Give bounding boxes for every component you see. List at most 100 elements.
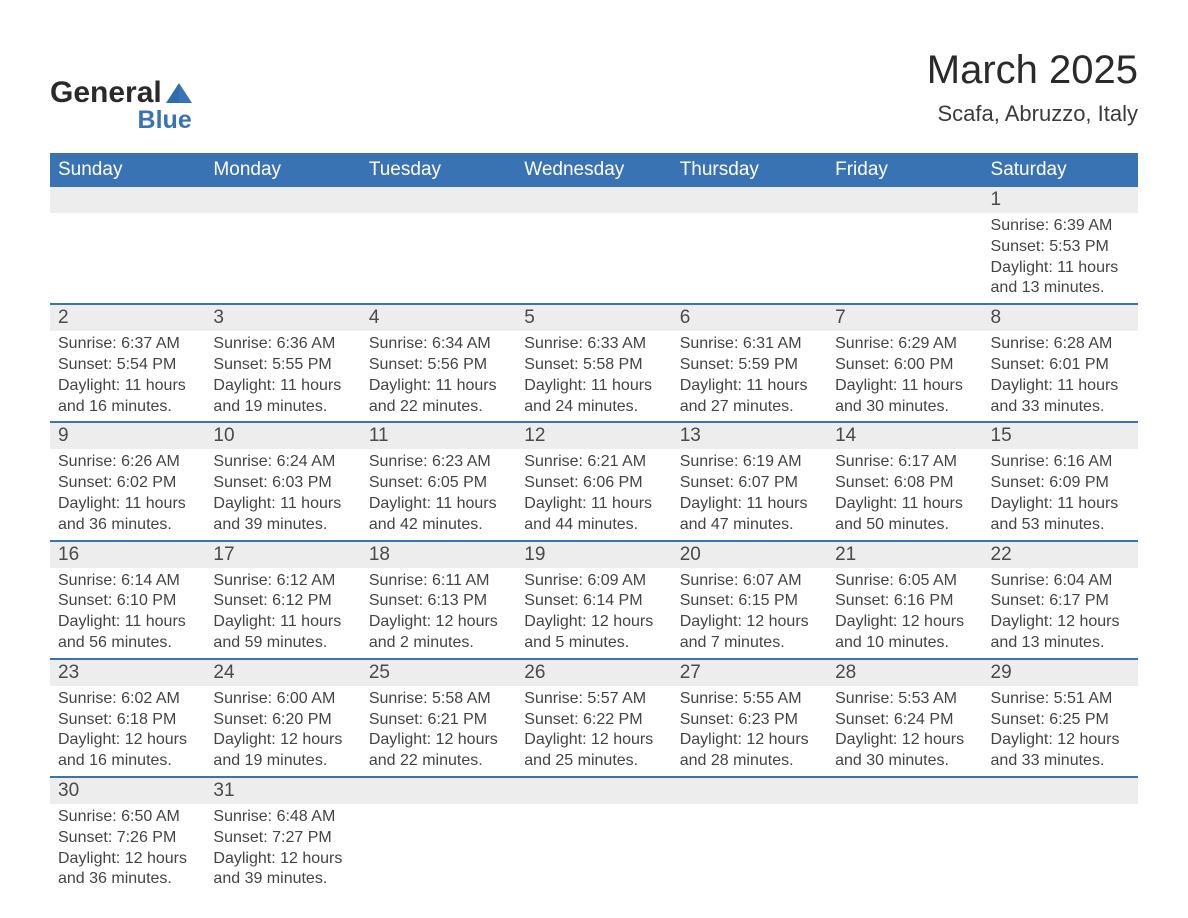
daylight-line: Daylight: 11 hours and 42 minutes. (369, 494, 512, 536)
day-cell: 6Sunrise: 6:31 AMSunset: 5:59 PMDaylight… (672, 305, 827, 421)
day-cell: 24Sunrise: 6:00 AMSunset: 6:20 PMDayligh… (205, 660, 360, 776)
day-cell: . (672, 778, 827, 894)
sunset-line: Sunset: 5:53 PM (991, 237, 1134, 258)
day-cell: . (361, 187, 516, 303)
daylight-line: Daylight: 12 hours and 22 minutes. (369, 730, 512, 772)
day-number: 28 (827, 660, 982, 686)
sunset-line: Sunset: 6:18 PM (58, 710, 201, 731)
logo: General Blue (50, 48, 192, 135)
sunrise-line: Sunrise: 5:57 AM (524, 689, 667, 710)
day-details: Sunrise: 6:07 AMSunset: 6:15 PMDaylight:… (672, 568, 827, 654)
sunrise-line: Sunrise: 6:33 AM (524, 334, 667, 355)
day-header: Thursday (672, 153, 827, 187)
sunset-line: Sunset: 6:07 PM (680, 473, 823, 494)
day-cell: 23Sunrise: 6:02 AMSunset: 6:18 PMDayligh… (50, 660, 205, 776)
day-number: 11 (361, 423, 516, 449)
day-cell: 15Sunrise: 6:16 AMSunset: 6:09 PMDayligh… (983, 423, 1138, 539)
day-cell: 27Sunrise: 5:55 AMSunset: 6:23 PMDayligh… (672, 660, 827, 776)
sunset-line: Sunset: 6:08 PM (835, 473, 978, 494)
week-row: ......1Sunrise: 6:39 AMSunset: 5:53 PMDa… (50, 187, 1138, 303)
day-number: 17 (205, 542, 360, 568)
sunset-line: Sunset: 6:16 PM (835, 591, 978, 612)
day-cell: 1Sunrise: 6:39 AMSunset: 5:53 PMDaylight… (983, 187, 1138, 303)
week-row: 23Sunrise: 6:02 AMSunset: 6:18 PMDayligh… (50, 658, 1138, 776)
day-number: 6 (672, 305, 827, 331)
sunrise-line: Sunrise: 6:19 AM (680, 452, 823, 473)
sunset-line: Sunset: 6:25 PM (991, 710, 1134, 731)
sunrise-line: Sunrise: 6:37 AM (58, 334, 201, 355)
sunset-line: Sunset: 5:58 PM (524, 355, 667, 376)
day-number: . (672, 778, 827, 804)
daylight-line: Daylight: 11 hours and 24 minutes. (524, 376, 667, 418)
day-number: 2 (50, 305, 205, 331)
sunset-line: Sunset: 6:15 PM (680, 591, 823, 612)
day-details: Sunrise: 6:23 AMSunset: 6:05 PMDaylight:… (361, 449, 516, 535)
daylight-line: Daylight: 11 hours and 30 minutes. (835, 376, 978, 418)
day-cell: 10Sunrise: 6:24 AMSunset: 6:03 PMDayligh… (205, 423, 360, 539)
day-details: Sunrise: 5:53 AMSunset: 6:24 PMDaylight:… (827, 686, 982, 772)
sunset-line: Sunset: 6:22 PM (524, 710, 667, 731)
sunrise-line: Sunrise: 6:31 AM (680, 334, 823, 355)
sunrise-line: Sunrise: 6:12 AM (213, 571, 356, 592)
day-cell: 4Sunrise: 6:34 AMSunset: 5:56 PMDaylight… (361, 305, 516, 421)
daylight-line: Daylight: 11 hours and 36 minutes. (58, 494, 201, 536)
sunset-line: Sunset: 6:05 PM (369, 473, 512, 494)
day-cell: 8Sunrise: 6:28 AMSunset: 6:01 PMDaylight… (983, 305, 1138, 421)
week-row: 9Sunrise: 6:26 AMSunset: 6:02 PMDaylight… (50, 421, 1138, 539)
day-details: Sunrise: 6:14 AMSunset: 6:10 PMDaylight:… (50, 568, 205, 654)
day-number: 12 (516, 423, 671, 449)
day-number: 24 (205, 660, 360, 686)
sunset-line: Sunset: 6:17 PM (991, 591, 1134, 612)
day-header: Friday (827, 153, 982, 187)
day-cell: 28Sunrise: 5:53 AMSunset: 6:24 PMDayligh… (827, 660, 982, 776)
day-cell: . (827, 778, 982, 894)
day-header: Monday (205, 153, 360, 187)
day-cell: 31Sunrise: 6:48 AMSunset: 7:27 PMDayligh… (205, 778, 360, 894)
day-number: . (516, 778, 671, 804)
day-header: Saturday (983, 153, 1138, 187)
sunset-line: Sunset: 6:14 PM (524, 591, 667, 612)
day-details: Sunrise: 6:05 AMSunset: 6:16 PMDaylight:… (827, 568, 982, 654)
sunset-line: Sunset: 6:09 PM (991, 473, 1134, 494)
day-number: . (516, 187, 671, 213)
sunrise-line: Sunrise: 6:26 AM (58, 452, 201, 473)
day-cell: 9Sunrise: 6:26 AMSunset: 6:02 PMDaylight… (50, 423, 205, 539)
day-number: . (205, 187, 360, 213)
sunrise-line: Sunrise: 5:51 AM (991, 689, 1134, 710)
day-details: Sunrise: 6:50 AMSunset: 7:26 PMDaylight:… (50, 804, 205, 890)
sunset-line: Sunset: 5:56 PM (369, 355, 512, 376)
sunrise-line: Sunrise: 6:21 AM (524, 452, 667, 473)
daylight-line: Daylight: 12 hours and 13 minutes. (991, 612, 1134, 654)
day-number: 26 (516, 660, 671, 686)
sunrise-line: Sunrise: 6:11 AM (369, 571, 512, 592)
day-cell: . (827, 187, 982, 303)
day-number: . (827, 778, 982, 804)
day-details: Sunrise: 6:37 AMSunset: 5:54 PMDaylight:… (50, 331, 205, 417)
day-number: . (361, 187, 516, 213)
day-number: 9 (50, 423, 205, 449)
day-details: Sunrise: 6:26 AMSunset: 6:02 PMDaylight:… (50, 449, 205, 535)
sunrise-line: Sunrise: 6:50 AM (58, 807, 201, 828)
day-header: Sunday (50, 153, 205, 187)
day-number: 21 (827, 542, 982, 568)
day-number: 20 (672, 542, 827, 568)
daylight-line: Daylight: 12 hours and 39 minutes. (213, 849, 356, 891)
day-details: Sunrise: 6:11 AMSunset: 6:13 PMDaylight:… (361, 568, 516, 654)
daylight-line: Daylight: 11 hours and 50 minutes. (835, 494, 978, 536)
day-details: Sunrise: 6:02 AMSunset: 6:18 PMDaylight:… (50, 686, 205, 772)
day-number: 15 (983, 423, 1138, 449)
sunrise-line: Sunrise: 6:36 AM (213, 334, 356, 355)
sunrise-line: Sunrise: 5:55 AM (680, 689, 823, 710)
sunrise-line: Sunrise: 6:04 AM (991, 571, 1134, 592)
day-details: Sunrise: 6:00 AMSunset: 6:20 PMDaylight:… (205, 686, 360, 772)
sunrise-line: Sunrise: 5:58 AM (369, 689, 512, 710)
daylight-line: Daylight: 11 hours and 22 minutes. (369, 376, 512, 418)
sunset-line: Sunset: 6:12 PM (213, 591, 356, 612)
sunset-line: Sunset: 7:26 PM (58, 828, 201, 849)
day-cell: . (516, 778, 671, 894)
sunrise-line: Sunrise: 6:48 AM (213, 807, 356, 828)
day-number: . (827, 187, 982, 213)
day-details: Sunrise: 5:57 AMSunset: 6:22 PMDaylight:… (516, 686, 671, 772)
day-number: 14 (827, 423, 982, 449)
sunset-line: Sunset: 6:24 PM (835, 710, 978, 731)
